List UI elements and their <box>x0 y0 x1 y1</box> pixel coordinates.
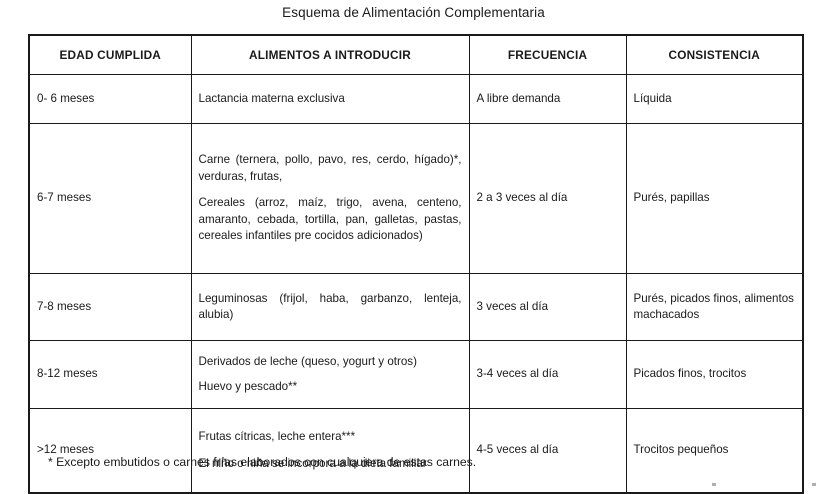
cell-age: 7-8 meses <box>28 273 192 341</box>
cell-consistency: Purés, papillas <box>625 123 804 274</box>
food-line: Leguminosas (frijol, haba, garbanzo, len… <box>198 291 462 321</box>
cell-foods: Frutas cítricas, leche entera*** El niño… <box>190 408 470 494</box>
column-header-age: EDAD CUMPLIDA <box>28 34 192 75</box>
food-line: Lactancia materna exclusiva <box>198 91 345 105</box>
table-row: 7-8 meses Leguminosas (frijol, haba, gar… <box>28 273 804 341</box>
cell-age: 8-12 meses <box>28 340 192 409</box>
cell-consistency: Líquida <box>625 74 804 124</box>
footnote-asterisk: * Excepto embutidos o carnes frías elabo… <box>48 455 477 469</box>
food-line: Cereales (arroz, maíz, trigo, avena, cen… <box>198 196 462 243</box>
table-row: 6-7 meses Carne (ternera, pollo, pavo, r… <box>28 123 804 274</box>
table-row: 0- 6 meses Lactancia materna exclusiva A… <box>28 74 804 124</box>
page-title: Esquema de Alimentación Complementaria <box>282 5 545 20</box>
column-header-consistency: CONSISTENCIA <box>625 34 804 75</box>
cell-frequency: 4-5 veces al día <box>468 408 627 494</box>
table-row: 8-12 meses Derivados de leche (queso, yo… <box>28 340 804 409</box>
cell-frequency: A libre demanda <box>468 74 627 124</box>
cell-consistency: Picados finos, trocitos <box>625 340 804 409</box>
table-body: 0- 6 meses Lactancia materna exclusiva A… <box>28 74 804 494</box>
cell-age: 0- 6 meses <box>28 74 192 124</box>
cell-foods: Leguminosas (frijol, haba, garbanzo, len… <box>190 273 470 341</box>
cell-frequency: 3 veces al día <box>468 273 627 341</box>
cell-consistency: Trocitos pequeños <box>625 408 804 494</box>
cell-frequency: 3-4 veces al día <box>468 340 627 409</box>
page-edge-artifact <box>712 483 716 486</box>
table-header: EDAD CUMPLIDA ALIMENTOS A INTRODUCIR FRE… <box>28 34 804 75</box>
schema-table-container: EDAD CUMPLIDA ALIMENTOS A INTRODUCIR FRE… <box>28 34 804 494</box>
cell-consistency: Purés, picados finos, alimentos machacad… <box>625 273 804 341</box>
column-header-frequency: FRECUENCIA <box>468 34 627 75</box>
food-line: Huevo y pescado** <box>198 379 298 393</box>
cell-foods: Derivados de leche (queso, yogurt y otro… <box>190 340 470 409</box>
feeding-schedule-table: EDAD CUMPLIDA ALIMENTOS A INTRODUCIR FRE… <box>28 34 804 494</box>
food-line: Derivados de leche (queso, yogurt y otro… <box>198 355 417 369</box>
cell-age: >12 meses <box>28 408 192 494</box>
food-line: Frutas cítricas, leche entera*** <box>198 430 356 444</box>
column-header-foods: ALIMENTOS A INTRODUCIR <box>190 34 470 75</box>
cell-foods: Lactancia materna exclusiva <box>190 74 470 124</box>
food-line: Carne (ternera, pollo, pavo, res, cerdo,… <box>198 153 462 183</box>
page-edge-artifact <box>812 483 816 486</box>
table-header-row: EDAD CUMPLIDA ALIMENTOS A INTRODUCIR FRE… <box>28 34 804 75</box>
food-line: El niño o niña se incorpora a la dieta f… <box>198 456 427 470</box>
cell-foods: Carne (ternera, pollo, pavo, res, cerdo,… <box>190 123 470 274</box>
table-row: >12 meses Frutas cítricas, leche entera*… <box>28 408 804 494</box>
cell-age: 6-7 meses <box>28 123 192 274</box>
cell-frequency: 2 a 3 veces al día <box>468 123 627 274</box>
